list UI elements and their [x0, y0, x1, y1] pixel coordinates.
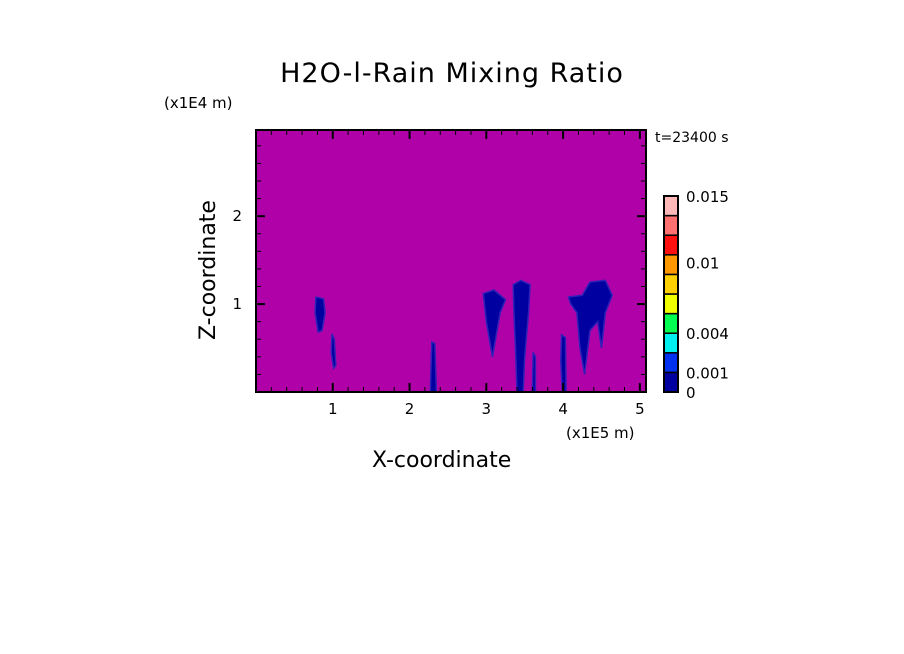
colorbar-swatch-3	[663, 312, 679, 334]
x-tick-label: 5	[635, 400, 645, 418]
colorbar-swatch-8	[663, 214, 679, 236]
y-tick-label: 2	[232, 207, 242, 225]
colorbar-swatch-6	[663, 254, 679, 276]
colorbar-label: 0	[686, 384, 696, 402]
colorbar-label: 0.015	[686, 188, 729, 206]
rain-region-5	[531, 352, 537, 393]
colorbar-label: 0.01	[686, 255, 719, 273]
plot-frame	[255, 129, 647, 393]
y-tick-label: 1	[232, 295, 242, 313]
x-tick-label: 3	[482, 400, 492, 418]
rain-region-7	[567, 279, 614, 375]
colorbar-swatch-4	[663, 293, 679, 315]
x-unit-label: (x1E5 m)	[566, 424, 635, 442]
colorbar-swatch-2	[663, 332, 679, 354]
rain-region-2	[429, 340, 438, 393]
colorbar-swatch-0	[663, 371, 679, 393]
chart-title: H2O-l-Rain Mixing Ratio	[280, 58, 624, 89]
rain-region-3	[482, 289, 507, 357]
rain-region-0	[314, 296, 326, 334]
x-tick-label: 4	[558, 400, 568, 418]
colorbar-swatch-1	[663, 352, 679, 374]
x-axis-label: X-coordinate	[372, 448, 512, 473]
colorbar-swatch-5	[663, 273, 679, 295]
colorbar-label: 0.001	[686, 364, 729, 382]
colorbar-label: 0.004	[686, 325, 729, 343]
time-label: t=23400 s	[655, 130, 729, 146]
colorbar-swatch-9	[663, 195, 679, 217]
rain-region-1	[330, 333, 337, 370]
colorbar-swatch-7	[663, 234, 679, 256]
x-tick-label: 1	[328, 400, 338, 418]
colorbar-frame	[663, 195, 679, 393]
rain-region-4	[512, 279, 531, 393]
x-tick-label: 2	[405, 400, 415, 418]
y-unit-label: (x1E4 m)	[164, 94, 233, 112]
